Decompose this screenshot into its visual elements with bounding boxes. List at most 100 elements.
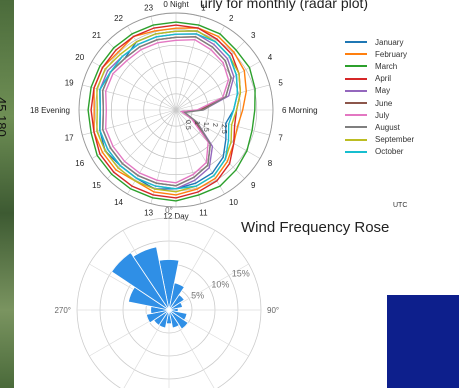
legend-item: August [345, 121, 414, 133]
legend-item: June [345, 97, 414, 109]
radar-hour-label: 8 [268, 159, 273, 168]
legend-swatch [345, 150, 367, 153]
radar-spoke [82, 84, 177, 111]
radar-hour-label: 3 [251, 31, 256, 40]
rose-sector [168, 282, 185, 311]
legend-label: July [375, 110, 390, 120]
radar-spoke [91, 109, 177, 159]
legend-item: March [345, 60, 414, 72]
radar-spoke [82, 109, 177, 136]
legend-label: May [375, 86, 391, 96]
rose-sector [168, 294, 185, 311]
rose-angle-label: 0° [165, 206, 173, 215]
radar-radial-tick-label: 1 [193, 121, 200, 125]
rose-sector [111, 252, 170, 311]
radar-spoke [175, 16, 202, 111]
rose-radial-tick-label: 5% [191, 290, 204, 300]
legend-item: July [345, 109, 414, 121]
radar-spoke [175, 41, 245, 111]
legend-swatch [345, 114, 367, 117]
radar-spoke [107, 109, 177, 179]
radar-hour-label: 6 Morning [282, 106, 318, 115]
radar-series-line [99, 33, 239, 190]
radar-hour-label: 4 [268, 53, 273, 62]
rose-sector [132, 246, 170, 311]
legend-swatch [345, 89, 367, 92]
radar-hour-label: 23 [144, 4, 153, 13]
radar-hour-label: 22 [114, 14, 123, 23]
legend-label: August [375, 122, 400, 132]
legend-swatch [345, 77, 367, 80]
radar-hour-label: 18 Evening [30, 106, 70, 115]
radar-radial-tick-label: 2.5 [220, 124, 227, 134]
legend-item: February [345, 48, 414, 60]
legend-label: April [375, 74, 392, 84]
radar-radial-tick-label: 1.5 [202, 122, 209, 132]
legend-item: September [345, 134, 414, 146]
radar-spoke [175, 109, 225, 195]
legend-swatch [345, 138, 367, 141]
legend-label: February [375, 49, 408, 59]
rose-grid-spoke [168, 263, 249, 311]
legend-item: October [345, 146, 414, 158]
radar-hour-label: 20 [75, 53, 84, 62]
rose-radial-tick-label: 15% [232, 269, 250, 279]
legend-item: January [345, 36, 414, 48]
radar-hour-label: 12 Day [163, 212, 188, 221]
legend-swatch [345, 65, 367, 68]
radar-hour-label: 7 [278, 133, 283, 142]
radar-hour-label: 21 [92, 31, 101, 40]
radar-hour-label: 15 [92, 181, 101, 190]
radar-radial-tick-label: 2 [211, 123, 218, 127]
radar-spoke [127, 25, 177, 111]
legend-label: June [375, 98, 393, 108]
radar-series-line [96, 30, 242, 193]
radar-hour-label: 17 [65, 133, 74, 142]
radar-spoke [175, 61, 261, 111]
hourly-radar-title: urly for monthly (radar plot) [200, 0, 369, 11]
radar-legend: January February March April May June July Augu… [345, 36, 414, 158]
rose-sector [168, 309, 189, 330]
radar-spoke [107, 41, 177, 111]
radar-hour-label: 10 [229, 198, 238, 207]
timezone-label: UTC [393, 202, 408, 209]
radar-hour-label: 2 [229, 14, 234, 23]
radar-spoke [175, 109, 270, 136]
rose-radial-tick-label: 10% [211, 280, 229, 290]
legend-swatch [345, 126, 367, 129]
satellite-map-strip [0, 0, 14, 388]
radar-hour-label: 1 [201, 4, 206, 13]
radar-hour-label: 11 [199, 208, 208, 217]
legend-item: May [345, 85, 414, 97]
legend-swatch [345, 41, 367, 44]
radar-hour-label: 14 [114, 198, 123, 207]
radar-radial-tick-label: 0.5 [184, 120, 191, 130]
rose-sector [168, 301, 183, 311]
legend-swatch [345, 102, 367, 105]
blue-panel [387, 295, 459, 388]
rose-sector [168, 309, 180, 329]
radar-spoke [175, 109, 202, 204]
legend-swatch [345, 53, 367, 56]
radar-spoke [175, 25, 225, 111]
radar-spoke [150, 16, 177, 111]
legend-label: September [375, 135, 415, 145]
radar-spoke [91, 61, 177, 111]
radar-hour-label: 9 [251, 181, 256, 190]
legend-item: April [345, 73, 414, 85]
radar-spoke [150, 109, 177, 204]
radar-hour-label: 13 [144, 208, 153, 217]
wind-rose-title: Wind Frequency Rose [241, 219, 390, 236]
radar-hour-label: 16 [75, 159, 84, 168]
radar-series-line [104, 38, 230, 184]
rose-sector [145, 309, 170, 324]
radar-spoke [127, 109, 177, 195]
rose-angle-label: 90° [267, 306, 279, 315]
legend-label: March [375, 61, 398, 71]
radar-series-line [87, 21, 256, 202]
legend-label: October [375, 147, 404, 157]
radar-hour-label: 19 [65, 79, 74, 88]
radar-hour-label: 0 Night [163, 0, 189, 9]
